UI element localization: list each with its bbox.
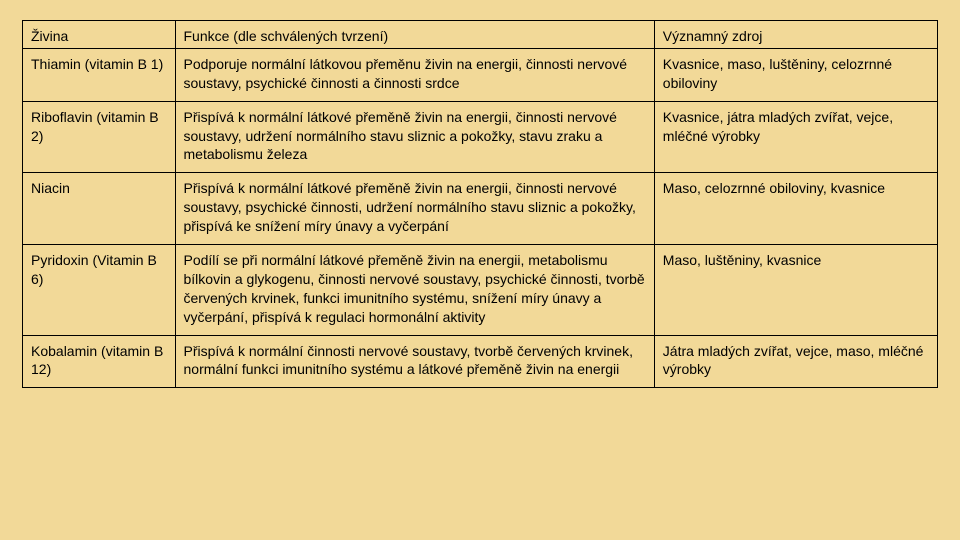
- cell-function: Podílí se při normální látkové přeměně ž…: [175, 245, 654, 336]
- cell-nutrient: Riboflavin (vitamin B 2): [23, 101, 176, 173]
- cell-nutrient: Niacin: [23, 173, 176, 245]
- cell-nutrient: Kobalamin (vitamin B 12): [23, 335, 176, 388]
- cell-source: Maso, celozrnné obiloviny, kvasnice: [654, 173, 937, 245]
- cell-source: Kvasnice, maso, luštěniny, celozrnné obi…: [654, 48, 937, 101]
- cell-nutrient: Pyridoxin (Vitamin B 6): [23, 245, 176, 336]
- cell-function: Přispívá k normální látkové přeměně živi…: [175, 101, 654, 173]
- cell-nutrient: Thiamin (vitamin B 1): [23, 48, 176, 101]
- header-source: Významný zdroj: [654, 21, 937, 49]
- nutrients-table: Živina Funkce (dle schválených tvrzení) …: [22, 20, 938, 388]
- header-nutrient: Živina: [23, 21, 176, 49]
- cell-function: Přispívá k normální činnosti nervové sou…: [175, 335, 654, 388]
- cell-function: Podporuje normální látkovou přeměnu živi…: [175, 48, 654, 101]
- header-function: Funkce (dle schválených tvrzení): [175, 21, 654, 49]
- cell-function: Přispívá k normální látkové přeměně živi…: [175, 173, 654, 245]
- cell-source: Kvasnice, játra mladých zvířat, vejce, m…: [654, 101, 937, 173]
- cell-source: Játra mladých zvířat, vejce, maso, mléčn…: [654, 335, 937, 388]
- cell-source: Maso, luštěniny, kvasnice: [654, 245, 937, 336]
